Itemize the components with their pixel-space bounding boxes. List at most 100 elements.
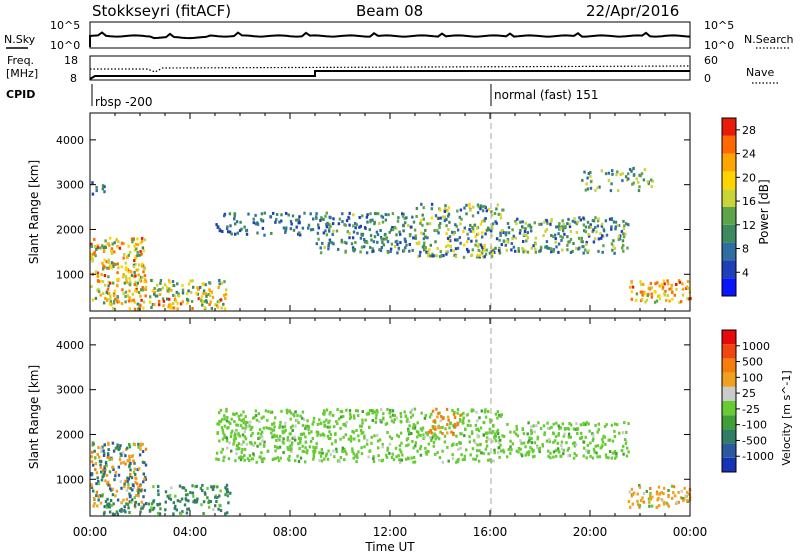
scatter-cell bbox=[320, 448, 323, 451]
scatter-cell bbox=[662, 502, 666, 506]
scatter-cell bbox=[430, 216, 434, 220]
scatter-cell bbox=[462, 416, 465, 420]
scatter-cell bbox=[472, 230, 475, 234]
scatter-cell bbox=[142, 480, 145, 484]
scatter-cell bbox=[131, 498, 134, 502]
scatter-cell bbox=[504, 233, 508, 237]
scatter-cell bbox=[90, 484, 93, 488]
scatter-cell bbox=[282, 441, 285, 445]
scatter-cell bbox=[522, 432, 526, 436]
scatter-cell bbox=[222, 302, 225, 306]
scatter-cell bbox=[621, 239, 625, 243]
scatter-cell bbox=[123, 281, 127, 285]
scatter-cell bbox=[569, 230, 573, 234]
colorbar-swatch bbox=[722, 153, 736, 172]
scatter-cell bbox=[615, 455, 618, 458]
scatter-cell bbox=[191, 307, 194, 310]
scatter-cell bbox=[386, 446, 389, 450]
scatter-cell bbox=[158, 303, 161, 307]
scatter-cell bbox=[378, 248, 381, 252]
scatter-cell bbox=[244, 437, 248, 441]
scatter-cell bbox=[137, 491, 140, 495]
scatter-cell bbox=[488, 228, 491, 232]
scatter-cell bbox=[110, 261, 114, 265]
scatter-cell bbox=[484, 408, 487, 412]
scatter-cell bbox=[537, 421, 540, 425]
scatter-cell bbox=[482, 452, 485, 456]
scatter-cell bbox=[480, 409, 483, 413]
scatter-cell bbox=[643, 168, 647, 172]
scatter-cell bbox=[449, 248, 453, 252]
cpid-label: CPID bbox=[6, 88, 35, 101]
scatter-cell bbox=[572, 442, 575, 446]
scatter-cell bbox=[510, 242, 513, 245]
scatter-cell bbox=[100, 470, 103, 474]
scatter-cell bbox=[218, 419, 221, 423]
scatter-cell bbox=[104, 479, 107, 483]
scatter-cell bbox=[568, 422, 571, 425]
scatter-cell bbox=[627, 177, 630, 181]
scatter-cell bbox=[123, 482, 126, 486]
scatter-cell bbox=[530, 229, 533, 233]
scatter-cell bbox=[96, 246, 99, 250]
scatter-cell bbox=[125, 278, 128, 282]
scatter-cell bbox=[596, 430, 599, 434]
scatter-cell bbox=[201, 483, 204, 487]
scatter-cell bbox=[587, 234, 591, 238]
scatter-cell bbox=[558, 225, 561, 229]
scatter-cell bbox=[176, 499, 180, 503]
scatter-cell bbox=[168, 297, 171, 301]
scatter-cell bbox=[378, 438, 382, 442]
scatter-cell bbox=[105, 482, 109, 486]
scatter-cell bbox=[143, 274, 147, 278]
scatter-cell bbox=[92, 252, 95, 256]
scatter-cell bbox=[141, 288, 144, 292]
scatter-cell bbox=[319, 451, 322, 455]
scatter-cell bbox=[469, 254, 473, 257]
scatter-cell bbox=[179, 512, 183, 515]
y-tick-label: 1000 bbox=[56, 473, 84, 486]
colorbar-tick-label: 24 bbox=[742, 148, 756, 161]
scatter-cell bbox=[144, 477, 147, 481]
scatter-cell bbox=[348, 417, 352, 420]
scatter-cell bbox=[218, 282, 221, 286]
scatter-cell bbox=[166, 286, 169, 290]
scatter-cell bbox=[506, 239, 509, 243]
scatter-cell bbox=[494, 246, 497, 250]
scatter-cell bbox=[452, 433, 455, 436]
scatter-cell bbox=[246, 457, 250, 461]
scatter-cell bbox=[309, 212, 312, 216]
scatter-cell bbox=[663, 282, 666, 286]
scatter-cell bbox=[186, 298, 190, 302]
scatter-cell bbox=[468, 205, 471, 208]
scatter-cell bbox=[668, 287, 671, 291]
scatter-cell bbox=[246, 421, 249, 424]
scatter-cell bbox=[257, 412, 260, 416]
scatter-cell bbox=[355, 460, 358, 464]
scatter-cell bbox=[515, 424, 518, 428]
colorbar-tick-label: -500 bbox=[742, 434, 767, 447]
scatter-cell bbox=[561, 248, 564, 252]
scatter-cell bbox=[143, 238, 147, 242]
scatter-cell bbox=[139, 510, 142, 514]
scatter-cell bbox=[351, 447, 354, 451]
scatter-cell bbox=[321, 433, 325, 437]
scatter-cell bbox=[357, 434, 360, 438]
scatter-cell bbox=[226, 494, 230, 498]
scatter-cell bbox=[239, 424, 243, 428]
scatter-cell bbox=[192, 494, 195, 498]
scatter-cell bbox=[95, 248, 98, 251]
scatter-cell bbox=[341, 446, 344, 450]
scatter-cell bbox=[139, 489, 143, 493]
scatter-cell bbox=[307, 223, 311, 227]
scatter-cell bbox=[407, 432, 411, 436]
scatter-cell bbox=[108, 484, 112, 487]
scatter-cell bbox=[507, 231, 511, 235]
scatter-cell bbox=[517, 447, 521, 450]
scatter-cell bbox=[277, 446, 280, 450]
scatter-cell bbox=[391, 226, 394, 229]
scatter-cell bbox=[621, 172, 624, 176]
scatter-cell bbox=[122, 292, 125, 295]
scatter-cell bbox=[552, 450, 556, 454]
scatter-cell bbox=[573, 217, 576, 221]
